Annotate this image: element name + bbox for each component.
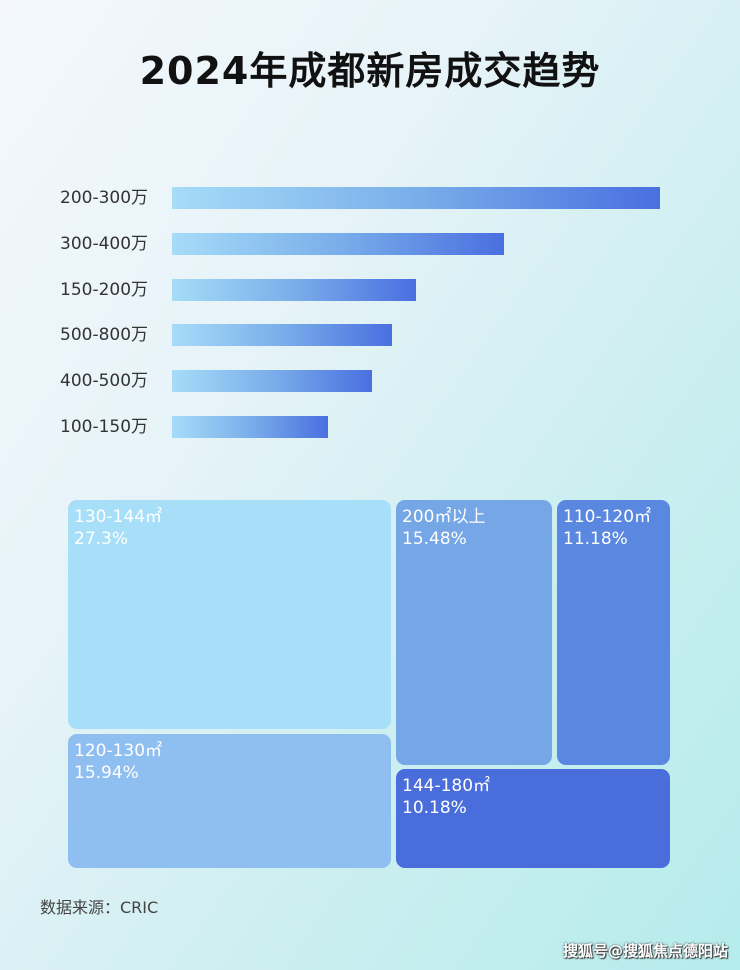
tile-label: 144-180㎡ (402, 776, 491, 796)
bar (172, 232, 504, 255)
bar-label: 400-500万 (60, 371, 149, 392)
tile-label: 130-144㎡ (74, 507, 163, 527)
tile-label: 200㎡以上 (402, 507, 486, 527)
chart-title: 2024年成都新房成交趋势 (139, 49, 601, 93)
bar (172, 370, 373, 393)
bar (172, 416, 329, 438)
tile-value: 15.94% (74, 763, 139, 783)
tile-value: 15.48% (402, 529, 467, 549)
treemap-tile: 130-144㎡ 27.3% (68, 500, 391, 729)
data-source: 数据来源：CRIC (40, 898, 159, 917)
tile-value: 27.3% (74, 529, 129, 549)
tile-value: 10.18% (402, 798, 467, 818)
bar-label: 150-200万 (60, 279, 149, 300)
bar-label: 500-800万 (60, 325, 149, 346)
tile-value: 11.18% (563, 529, 628, 549)
tile-label: 120-130㎡ (74, 741, 163, 761)
treemap-tile: 144-180㎡ 10.18% (396, 769, 670, 868)
watermark: 搜狐号@搜狐焦点德阳站 (562, 942, 728, 960)
bar (172, 324, 392, 347)
bar (172, 278, 416, 301)
treemap-tile: 120-130㎡ 15.94% (68, 734, 391, 868)
treemap-tile: 110-120㎡ 11.18% (557, 500, 670, 765)
bar-label: 100-150万 (60, 417, 149, 437)
bar (172, 187, 660, 209)
tile-label: 110-120㎡ (563, 507, 652, 527)
bar-label: 300-400万 (60, 233, 149, 254)
bar-label: 200-300万 (60, 188, 149, 208)
treemap-tile: 200㎡以上 15.48% (396, 500, 552, 765)
